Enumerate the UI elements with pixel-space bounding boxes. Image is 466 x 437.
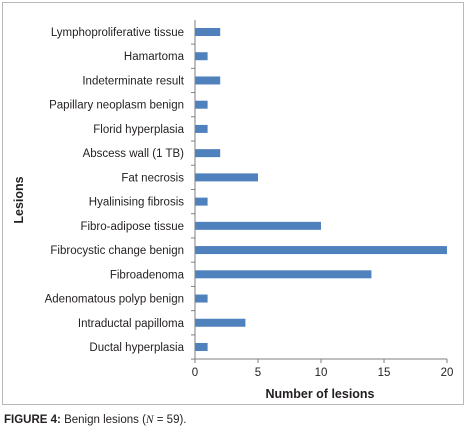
x-tick-label-5: 20	[441, 367, 454, 379]
chart-frame	[2, 2, 464, 405]
bar-14	[195, 342, 208, 351]
category-label-10: Fibrocystic change benign	[50, 245, 184, 257]
bar-9	[195, 221, 321, 230]
x-tick-label-4: 15	[378, 367, 391, 379]
bar-10	[195, 246, 447, 255]
category-label-12: Adenomatous polyp benign	[45, 294, 184, 306]
category-label-1: Lymphoproliferative tissue	[51, 27, 184, 39]
category-labels-group: Lymphoproliferative tissue Hamartoma Indet…	[45, 27, 185, 354]
axes-group: 0 5 10 15 20	[191, 20, 453, 379]
bar-6	[195, 149, 221, 158]
caption-n-symbol: N	[145, 414, 154, 426]
caption-text-after: = 59).	[153, 414, 187, 426]
bar-2	[195, 52, 208, 61]
category-label-9: Fibro-adipose tissue	[80, 221, 184, 233]
bar-8	[195, 197, 208, 206]
category-label-2: Hamartoma	[124, 51, 185, 63]
category-label-3: Indeterminate result	[82, 75, 184, 87]
figure-caption: FIGURE 4: Benign lesions (N = 59).	[4, 414, 187, 426]
bar-1	[195, 28, 221, 36]
bar-5	[195, 124, 208, 133]
category-label-5: Florid hyperplasia	[93, 124, 184, 136]
bars-group	[195, 28, 447, 351]
bar-12	[195, 294, 208, 303]
bar-3	[195, 76, 221, 85]
bar-4	[195, 100, 208, 109]
category-label-8: Hyalinising fibrosis	[89, 197, 184, 209]
y-axis-title: Lesions	[12, 176, 26, 223]
x-axis-title: Number of lesions	[265, 387, 374, 401]
category-label-13: Intraductal papilloma	[78, 318, 185, 330]
caption-text-before: Benign lesions (	[60, 414, 146, 426]
category-label-11: Fibroadenoma	[110, 269, 185, 281]
category-label-14: Ductal hyperplasia	[89, 342, 184, 354]
bar-13	[195, 318, 246, 327]
bar-11	[195, 270, 372, 279]
x-tick-label-2: 5	[255, 367, 261, 379]
bar-7	[195, 173, 258, 182]
x-tick-label-1: 0	[192, 367, 198, 379]
category-label-7: Fat necrosis	[121, 172, 184, 184]
category-label-4: Papillary neoplasm benign	[49, 100, 184, 112]
x-tick-label-3: 10	[315, 367, 328, 379]
caption-label: FIGURE 4:	[4, 414, 61, 426]
category-label-6: Abscess wall (1 TB)	[83, 148, 185, 160]
